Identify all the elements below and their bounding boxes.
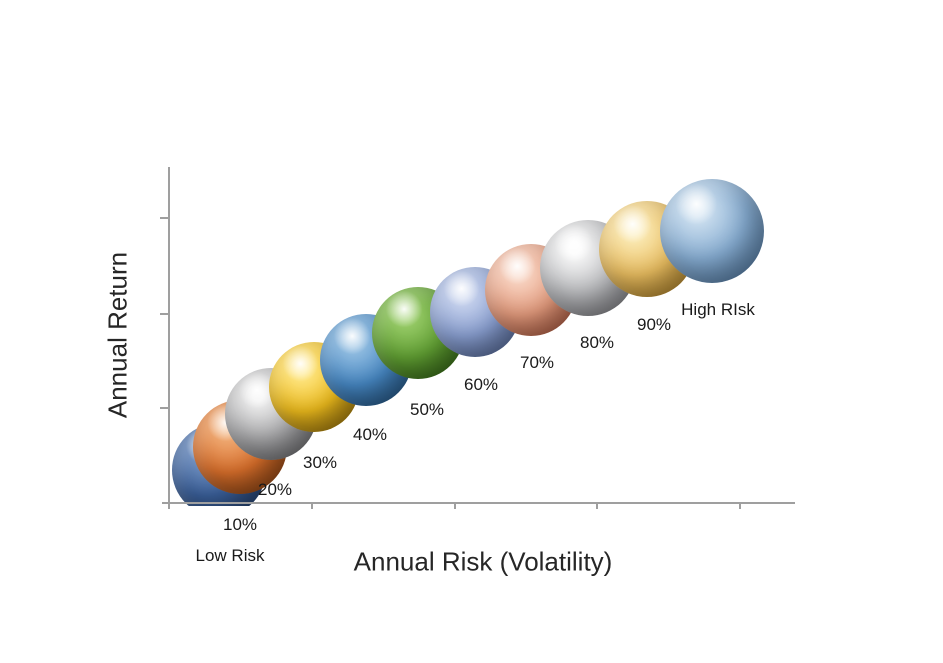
- bubble-10pct-label: 10%: [222, 515, 258, 534]
- bubble-40pct-label: 40%: [352, 425, 388, 444]
- bubble-30pct-label: 30%: [302, 453, 338, 472]
- plot-area: [172, 179, 764, 506]
- bubble-50pct-label: 50%: [409, 400, 445, 419]
- bubble-20pct-label: 20%: [257, 480, 293, 499]
- bubble-high-risk-blue: [660, 179, 764, 283]
- y-axis-title: Annual Return: [102, 251, 133, 419]
- low-risk-label: Low Risk: [195, 546, 265, 565]
- bubble-60pct-label: 60%: [463, 375, 499, 394]
- bubble-80pct-label: 80%: [579, 333, 615, 352]
- bubble-70pct-label: 70%: [519, 353, 555, 372]
- high-risk-label: High RIsk: [681, 300, 755, 319]
- bubble-90pct-label: 90%: [636, 315, 672, 334]
- x-axis-title: Annual Risk (Volatility): [353, 546, 613, 577]
